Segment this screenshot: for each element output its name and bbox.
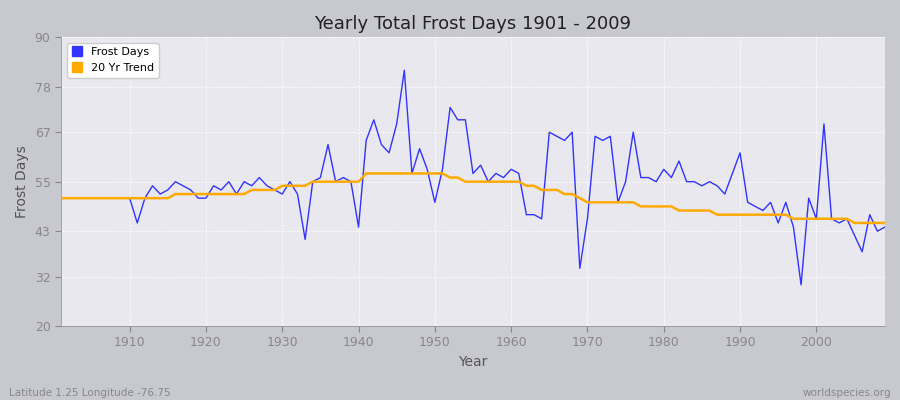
Frost Days <box>513 171 524 176</box>
20 Yr Trend <box>849 220 859 225</box>
Frost Days <box>399 68 410 73</box>
20 Yr Trend <box>117 196 128 200</box>
Frost Days <box>56 196 67 200</box>
20 Yr Trend <box>506 179 517 184</box>
20 Yr Trend <box>284 184 295 188</box>
Frost Days <box>605 134 616 139</box>
Line: Frost Days: Frost Days <box>61 70 885 285</box>
Title: Yearly Total Frost Days 1901 - 2009: Yearly Total Frost Days 1901 - 2009 <box>314 15 632 33</box>
Frost Days <box>330 179 341 184</box>
Legend: Frost Days, 20 Yr Trend: Frost Days, 20 Yr Trend <box>67 43 158 78</box>
X-axis label: Year: Year <box>458 355 488 369</box>
20 Yr Trend <box>56 196 67 200</box>
20 Yr Trend <box>330 179 341 184</box>
20 Yr Trend <box>879 220 890 225</box>
Text: worldspecies.org: worldspecies.org <box>803 388 891 398</box>
Frost Days <box>117 196 128 200</box>
Line: 20 Yr Trend: 20 Yr Trend <box>61 174 885 223</box>
Frost Days <box>506 167 517 172</box>
20 Yr Trend <box>361 171 372 176</box>
20 Yr Trend <box>605 200 616 205</box>
Frost Days <box>879 225 890 230</box>
20 Yr Trend <box>513 179 524 184</box>
Frost Days <box>796 282 806 287</box>
Text: Latitude 1.25 Longitude -76.75: Latitude 1.25 Longitude -76.75 <box>9 388 171 398</box>
Y-axis label: Frost Days: Frost Days <box>15 145 29 218</box>
Frost Days <box>284 179 295 184</box>
